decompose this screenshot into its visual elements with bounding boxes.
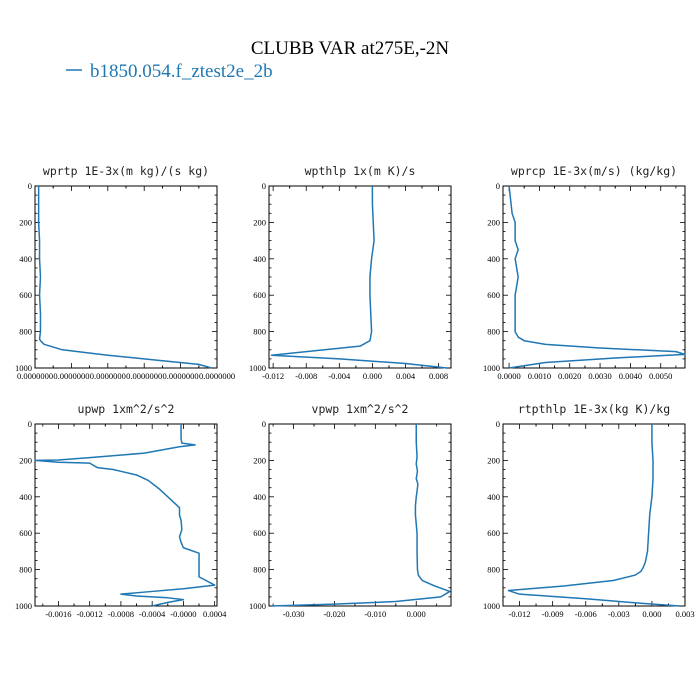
legend-label: b1850.054.f_ztest2e_2b [90, 61, 273, 82]
x-tick-label: 0.0020 [558, 371, 581, 381]
x-tick-label: 0.0000000 [163, 371, 199, 381]
x-tick-label: -0.012 [262, 371, 284, 381]
x-tick-label: -0.006 [575, 609, 597, 619]
x-tick-label: 0.008 [429, 371, 448, 381]
series-line [270, 186, 447, 369]
y-tick-label: 1000 [249, 363, 266, 373]
y-tick-label: 600 [253, 290, 266, 300]
y-tick-label: 200 [487, 455, 500, 465]
panel-title: vpwp 1xm^2/s^2 [312, 402, 409, 416]
y-tick-label: 0 [262, 181, 266, 191]
x-tick-label: -0.008 [295, 371, 317, 381]
panel-title: wprtp 1E-3x(m kg)/(s kg) [43, 164, 209, 178]
y-tick-label: 400 [253, 254, 266, 264]
y-tick-label: 400 [487, 492, 500, 502]
x-tick-label: 0.0004 [203, 609, 227, 619]
x-tick-label: -0.010 [364, 609, 386, 619]
y-tick-label: 600 [487, 528, 500, 538]
x-tick-label: -0.003 [608, 609, 630, 619]
panel-6: rtpthlp 1E-3x(kg K)/kg02004006008001000-… [483, 402, 695, 619]
y-tick-label: 1000 [483, 363, 500, 373]
series-line [507, 424, 680, 607]
y-tick-label: 400 [19, 492, 32, 502]
plot-frame [34, 185, 218, 369]
x-tick-label: -0.0012 [77, 609, 103, 619]
x-tick-label: 0.0050 [649, 371, 672, 381]
y-tick-label: 200 [253, 455, 266, 465]
x-tick-label: 0.0000000 [53, 371, 89, 381]
panel-grid: wprtp 1E-3x(m kg)/(s kg) 0 200 400 600 800 100… [15, 164, 695, 619]
y-tick-label: 0 [262, 419, 266, 429]
panel-title: rtpthlp 1E-3x(kg K)/kg [518, 402, 670, 416]
x-tick-label: 0.000 [363, 371, 382, 381]
y-tick-label: 1000 [483, 601, 500, 611]
x-tick-label: 0.0040 [619, 371, 642, 381]
x-tick-label: 0.0000000 [126, 371, 162, 381]
x-tick-label: 0.0030 [588, 371, 611, 381]
y-tick-label: 400 [487, 254, 500, 264]
y-tick-label: 600 [487, 290, 500, 300]
y-tick-label: 0 [496, 181, 500, 191]
x-tick-label: -0.0008 [108, 609, 134, 619]
y-tick-label: 800 [487, 565, 500, 575]
x-tick-label: 0.0010 [528, 371, 551, 381]
x-tick-label: 0.003 [675, 609, 694, 619]
panel-2: wpthlp 1x(m K)/s 0 200 400 600 800 1000-0.012 -… [249, 164, 452, 381]
plot-frame [268, 185, 452, 369]
x-tick-label: 0.000 [642, 609, 661, 619]
y-tick-label: 200 [19, 217, 32, 227]
x-tick-label: 0.0000000 [199, 371, 235, 381]
series-line [271, 424, 451, 607]
y-tick-label: 800 [19, 327, 32, 337]
x-tick-label: -0.030 [283, 609, 305, 619]
y-tick-label: 600 [253, 528, 266, 538]
y-tick-label: 0 [496, 419, 500, 429]
y-tick-label: 200 [487, 217, 500, 227]
x-tick-label: -0.009 [542, 609, 564, 619]
x-tick-label: 0.000 [407, 609, 426, 619]
series-line [34, 424, 216, 607]
y-tick-label: 800 [19, 565, 32, 575]
y-tick-label: 1000 [249, 601, 266, 611]
y-tick-label: 800 [253, 565, 266, 575]
y-tick-label: 800 [253, 327, 266, 337]
x-tick-label: -0.0000 [170, 609, 196, 619]
x-tick-label: 0.0000 [497, 371, 520, 381]
y-tick-label: 400 [19, 254, 32, 264]
x-tick-label: -0.004 [328, 371, 351, 381]
x-tick-label: -0.012 [509, 609, 531, 619]
x-tick-label: -0.0016 [45, 609, 71, 619]
y-tick-label: 200 [253, 217, 266, 227]
y-tick-label: 1000 [15, 363, 32, 373]
y-tick-label: 800 [487, 327, 500, 337]
series-line [37, 186, 212, 369]
panel-title: wprcp 1E-3x(m/s) (kg/kg) [511, 164, 677, 178]
x-tick-label: 0.004 [396, 371, 416, 381]
figure-title: CLUBB VAR at275E,-2N [251, 38, 450, 59]
plot-frame [502, 423, 686, 607]
y-tick-label: 0 [28, 181, 32, 191]
x-tick-label: 0.0000000 [90, 371, 126, 381]
x-tick-label: -0.020 [323, 609, 345, 619]
panel-title: wpthlp 1x(m K)/s [305, 164, 416, 178]
panel-title: upwp 1xm^2/s^2 [78, 402, 175, 416]
y-tick-label: 1000 [15, 601, 32, 611]
y-tick-label: 600 [19, 290, 32, 300]
y-tick-label: 200 [19, 455, 32, 465]
plot-frame [502, 185, 686, 369]
series-line [508, 185, 686, 369]
panel-3: wprcp 1E-3x(m/s) (kg/kg) 0 200 400 600 800 100… [483, 164, 686, 381]
y-tick-label: 0 [28, 419, 32, 429]
y-tick-label: 600 [19, 528, 32, 538]
y-tick-label: 400 [253, 492, 266, 502]
panel-5: vpwp 1xm^2/s^2 0 200 400 600 800 1000 -0.030 -0.… [249, 402, 452, 619]
panel-4: upwp 1xm^2/s^2 0 200 400 600 800 1000 -0.0016 -0… [15, 402, 227, 619]
x-tick-label: 0.0000000 [17, 371, 53, 381]
panel-1: wprtp 1E-3x(m kg)/(s kg) 0 200 400 600 800 100… [15, 164, 235, 381]
x-tick-label: -0.0004 [139, 609, 166, 619]
plot-frame [268, 423, 452, 607]
plot-frame [34, 423, 218, 607]
